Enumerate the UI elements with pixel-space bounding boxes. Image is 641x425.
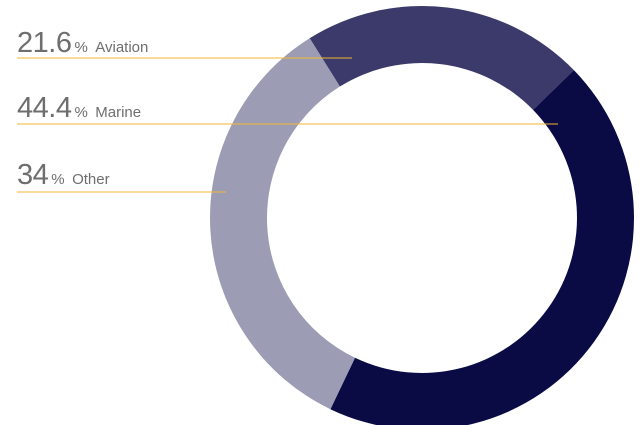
aviation-unit-label: % — [74, 39, 88, 56]
other-series-label: Other — [72, 171, 110, 188]
donut-slices — [210, 6, 634, 425]
marine-value-label: 44.4 — [17, 92, 72, 124]
leader-lines — [17, 57, 558, 193]
legend-row-marine: 44.4% Marine — [17, 92, 141, 125]
slice-aviation — [309, 6, 574, 110]
slice-marine — [330, 70, 634, 425]
marine-series-label: Marine — [95, 104, 142, 121]
marine-unit-label: % — [74, 104, 88, 121]
aviation-series-label: Aviation — [95, 39, 149, 56]
aviation-value-label: 21.6 — [17, 27, 72, 59]
legend-row-other: 34% Other — [17, 159, 110, 192]
other-value-label: 34 — [17, 159, 49, 191]
slice-other — [210, 38, 356, 410]
other-unit-label: % — [51, 171, 65, 188]
legend-row-aviation: 21.6% Aviation — [17, 27, 148, 60]
